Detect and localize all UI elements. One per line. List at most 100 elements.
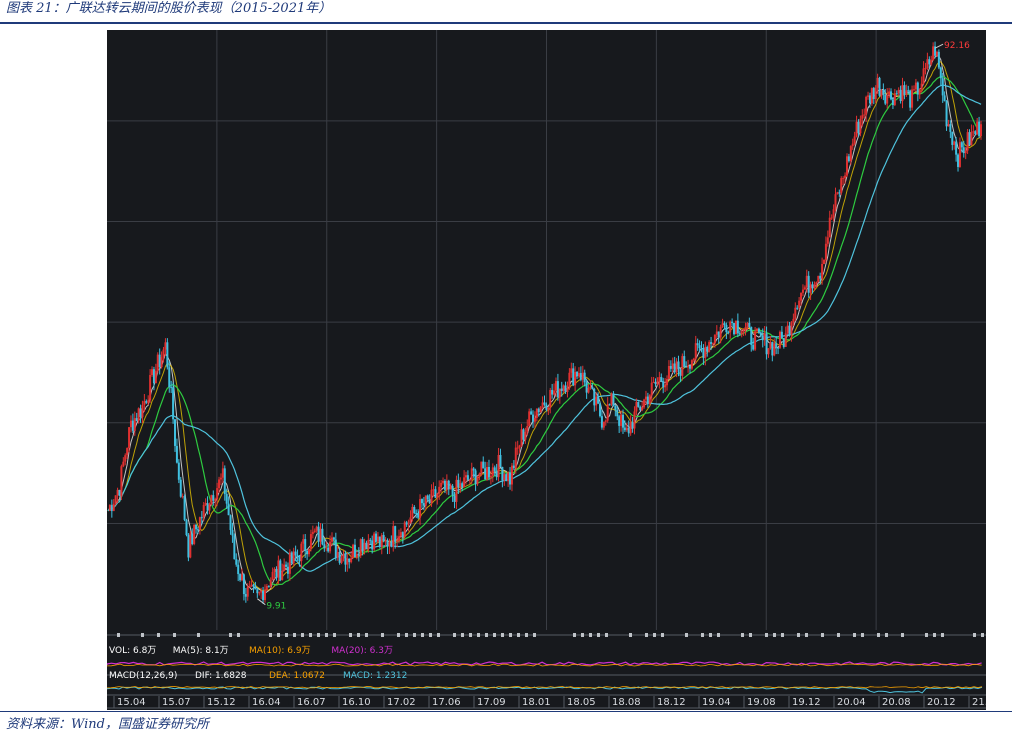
candle-body	[932, 46, 935, 61]
candle-body	[773, 343, 776, 356]
stock-chart: 92.16 9.91 VOL: 6.8万 MA(5): 8.1万 MA(10): 6.…	[106, 30, 1001, 710]
rr-mark	[709, 633, 712, 637]
candle-body	[711, 343, 714, 345]
candle-body	[943, 95, 946, 102]
candle-body	[237, 564, 240, 575]
candle-body	[907, 90, 910, 92]
rr-mark	[141, 633, 144, 637]
candle-body	[204, 503, 207, 505]
candle-body	[405, 522, 408, 525]
candle-body	[329, 541, 332, 552]
candle-body	[978, 121, 981, 137]
candle-body	[577, 373, 580, 377]
candle-body	[187, 535, 190, 558]
candle-body	[562, 385, 565, 392]
candle-body	[964, 150, 967, 154]
candle-body	[332, 537, 335, 540]
candle-body	[815, 282, 818, 285]
candle-body	[845, 156, 848, 176]
candle-body	[970, 131, 973, 146]
candle-body	[250, 584, 253, 586]
rr-mark	[405, 633, 408, 637]
rr-mark	[469, 633, 472, 637]
rr-mark	[629, 633, 632, 637]
rr-mark	[461, 633, 464, 637]
candle-body	[279, 560, 282, 581]
candle-body	[532, 414, 535, 422]
candle-body	[738, 333, 741, 335]
candle-body	[484, 468, 487, 480]
candle-body	[348, 558, 351, 563]
candle-body	[694, 343, 697, 359]
candle-body	[901, 85, 904, 102]
candle-body	[823, 259, 826, 264]
rr-mark	[797, 633, 800, 637]
price-series	[108, 41, 982, 604]
candle-body	[821, 263, 824, 279]
x-tick-20.08: 20.08	[882, 697, 911, 708]
x-tick-20.04: 20.04	[837, 697, 866, 708]
candle-body	[407, 523, 410, 525]
candle-body	[734, 320, 737, 335]
candle-body	[233, 535, 236, 560]
candle-body	[832, 209, 835, 218]
candle-body	[235, 559, 238, 565]
candle-body	[763, 333, 766, 341]
candle-body	[399, 532, 402, 537]
candle-body	[912, 89, 915, 91]
candle-body	[419, 499, 422, 518]
candle-body	[459, 483, 462, 488]
candle-body	[244, 593, 247, 597]
candle-body	[195, 524, 198, 530]
candle-body	[696, 343, 699, 346]
x-tick-17.09: 17.09	[477, 697, 506, 708]
candle-body	[643, 399, 646, 408]
candle-body	[914, 82, 917, 90]
candle-body	[378, 536, 381, 547]
candle-body	[545, 404, 548, 410]
candle-body	[152, 369, 155, 384]
rr-mark	[413, 633, 416, 637]
candle-body	[673, 363, 676, 373]
rr-mark	[717, 633, 720, 637]
candle-body	[784, 333, 787, 347]
candle-body	[468, 479, 471, 481]
candle-body	[118, 489, 121, 496]
candle-body	[260, 591, 263, 593]
candle-body	[221, 468, 224, 478]
rr-mark	[573, 633, 576, 637]
candle-body	[424, 495, 427, 506]
candle-body	[533, 417, 536, 422]
candle-body	[553, 390, 556, 395]
candle-body	[317, 526, 320, 542]
candle-body	[112, 503, 115, 512]
candle-body	[599, 403, 602, 417]
candle-body	[344, 554, 347, 565]
candle-body	[690, 360, 693, 369]
candle-body	[681, 356, 684, 376]
candle-body	[698, 345, 701, 349]
candle-body	[757, 328, 760, 333]
candle-body	[752, 344, 755, 350]
candle-body	[733, 322, 736, 335]
x-tick-18.12: 18.12	[657, 697, 686, 708]
candle-body	[905, 90, 908, 95]
candle-body	[126, 448, 129, 456]
candle-body	[809, 284, 812, 293]
candle-body	[648, 395, 651, 404]
candle-body	[535, 408, 538, 418]
rr-mark	[157, 633, 160, 637]
candle-body	[269, 580, 272, 587]
candle-body	[489, 475, 492, 478]
rr-mark	[117, 633, 120, 637]
candle-body	[411, 506, 414, 518]
candle-body	[177, 462, 180, 480]
candle-body	[980, 124, 982, 137]
candle-body	[300, 543, 303, 562]
candle-body	[813, 284, 816, 289]
candle-body	[840, 178, 843, 193]
candle-body	[888, 91, 891, 96]
rr-mark	[173, 633, 176, 637]
candle-body	[212, 495, 215, 501]
candle-body	[509, 472, 512, 485]
